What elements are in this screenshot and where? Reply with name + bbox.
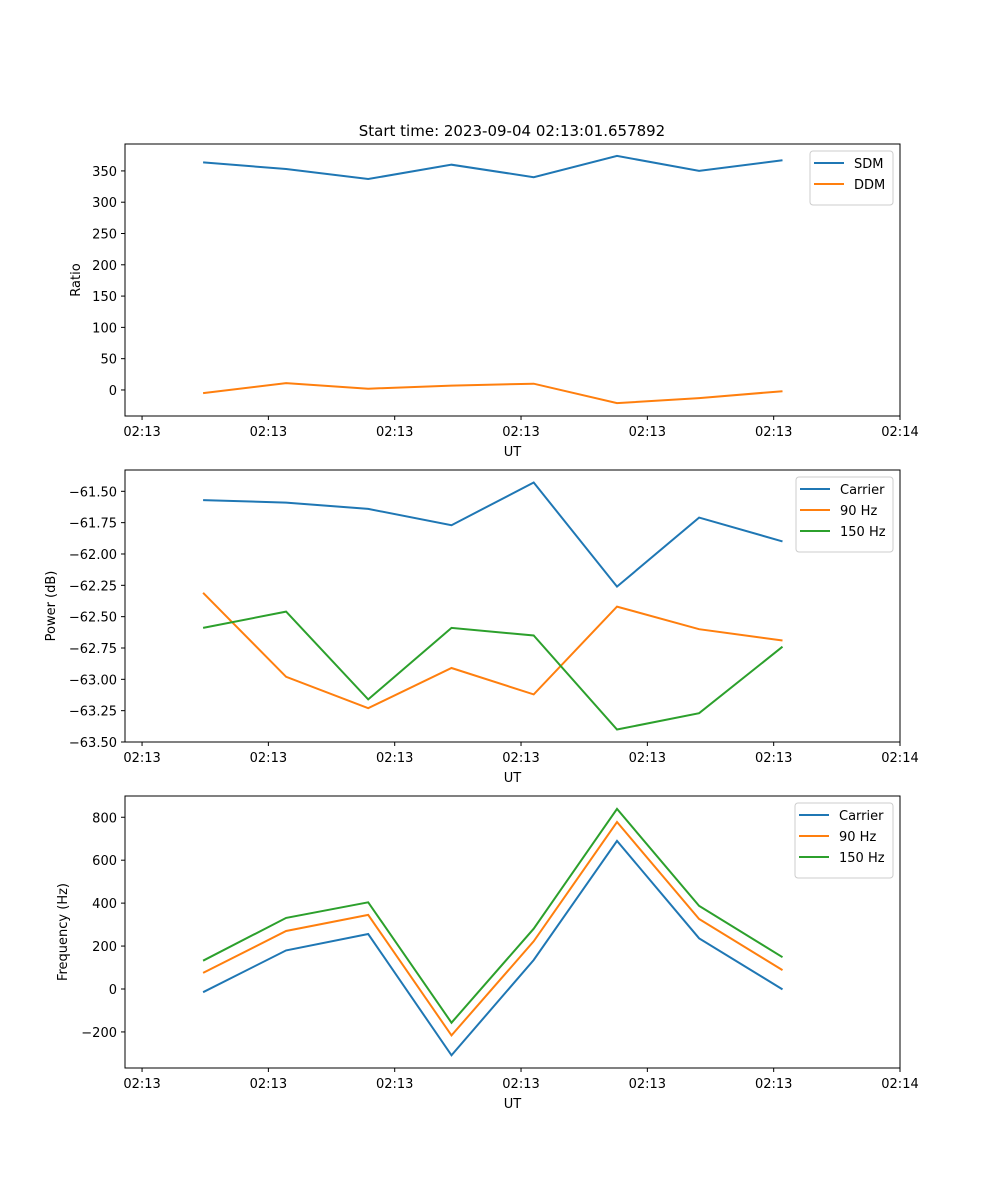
x-tick-label: 02:13 [376,425,413,440]
subplot-1: 02:13 02:13 02:13 02:13 02:13 02:13 02:14 UT 0 50… [69,143,919,460]
y-axis-label: Frequency (Hz) [56,883,71,981]
x-tick-label: 02:13 [629,1077,666,1092]
axes-frame [124,795,901,1069]
y-tick-label: −200 [81,1026,117,1041]
y-tick-label: −61.50 [69,485,117,500]
y-tick-label: 200 [92,940,117,955]
y-tick-label: −62.75 [69,642,117,657]
legend-label: Carrier [840,483,885,498]
y-tick-label: −61.75 [69,517,117,532]
series-line-ddm [202,382,783,405]
x-tick-label: 02:13 [629,751,666,766]
x-axis-label: UT [504,1097,522,1112]
legend-box [794,802,894,879]
x-tick-label: 02:13 [502,751,539,766]
subplot-3: 02:13 02:13 02:13 02:13 02:13 02:13 02:14 UT −20… [56,795,919,1112]
legend: Carrier 90 Hz 150 Hz [795,476,894,553]
y-axis-label: Ratio [69,263,84,296]
x-tick-label: 02:13 [755,425,792,440]
y-tick-label: 200 [92,259,117,274]
series-line-sdm [203,154,783,181]
series-line-150-hz [202,610,784,731]
x-tick-label: 02:13 [502,425,539,440]
x-tick-label: 02:13 [502,1077,539,1092]
x-tick-label: 02:13 [250,1077,287,1092]
y-tick-label: 100 [92,321,117,336]
x-tick-label: 02:14 [881,425,918,440]
legend-box [809,150,894,206]
series-line-90-hz [202,820,784,1038]
y-tick-label: 350 [92,165,117,180]
y-tick-label: 50 [100,353,117,368]
x-tick-label: 02:13 [123,425,160,440]
series-line-150-hz [202,807,784,1025]
y-tick-label: 400 [92,897,117,912]
legend-label: Carrier [839,809,884,824]
x-tick-label: 02:13 [376,751,413,766]
legend-label: SDM [854,157,883,172]
x-axis-label: UT [504,771,522,786]
x-tick-label: 02:14 [881,751,918,766]
y-tick-label: −63.00 [69,673,117,688]
legend-box [795,476,894,553]
legend-label: 90 Hz [840,504,877,519]
axes-frame [124,469,901,743]
y-tick-label: 0 [109,384,117,399]
y-axis-label: Power (dB) [44,571,59,642]
series-line-carrier [203,481,783,589]
legend-label: 150 Hz [840,525,886,540]
x-tick-label: 02:13 [755,751,792,766]
y-tick-label: 300 [92,196,117,211]
x-tick-label: 02:13 [629,425,666,440]
x-axis-label: UT [504,445,522,460]
legend: Carrier 90 Hz 150 Hz [794,802,894,879]
x-tick-label: 02:14 [881,1077,918,1092]
y-tick-label: −63.25 [69,705,117,720]
y-tick-label: 150 [92,290,117,305]
y-tick-label: 600 [92,854,117,869]
axes-frame [124,143,901,417]
y-tick-label: −62.25 [69,579,117,594]
y-tick-label: 800 [92,811,117,826]
series-line-carrier [202,839,784,1057]
x-tick-label: 02:13 [250,751,287,766]
subplot-2: 02:13 02:13 02:13 02:13 02:13 02:13 02:14 UT −63… [44,469,919,786]
x-tick-label: 02:13 [250,425,287,440]
y-tick-label: 250 [92,227,117,242]
y-tick-label: 0 [109,983,117,998]
legend: SDM DDM [809,150,894,206]
y-tick-label: −62.00 [69,548,117,563]
figure-title: Start time: 2023-09-04 02:13:01.657892 [359,122,665,140]
y-tick-label: −62.50 [69,611,117,626]
x-tick-label: 02:13 [123,751,160,766]
x-tick-label: 02:13 [376,1077,413,1092]
legend-label: DDM [854,178,885,193]
x-tick-label: 02:13 [123,1077,160,1092]
y-tick-label: −63.50 [69,736,117,751]
legend-label: 90 Hz [839,830,876,845]
legend-label: 150 Hz [839,851,885,866]
series-line-90-hz [202,592,783,710]
x-tick-label: 02:13 [755,1077,792,1092]
